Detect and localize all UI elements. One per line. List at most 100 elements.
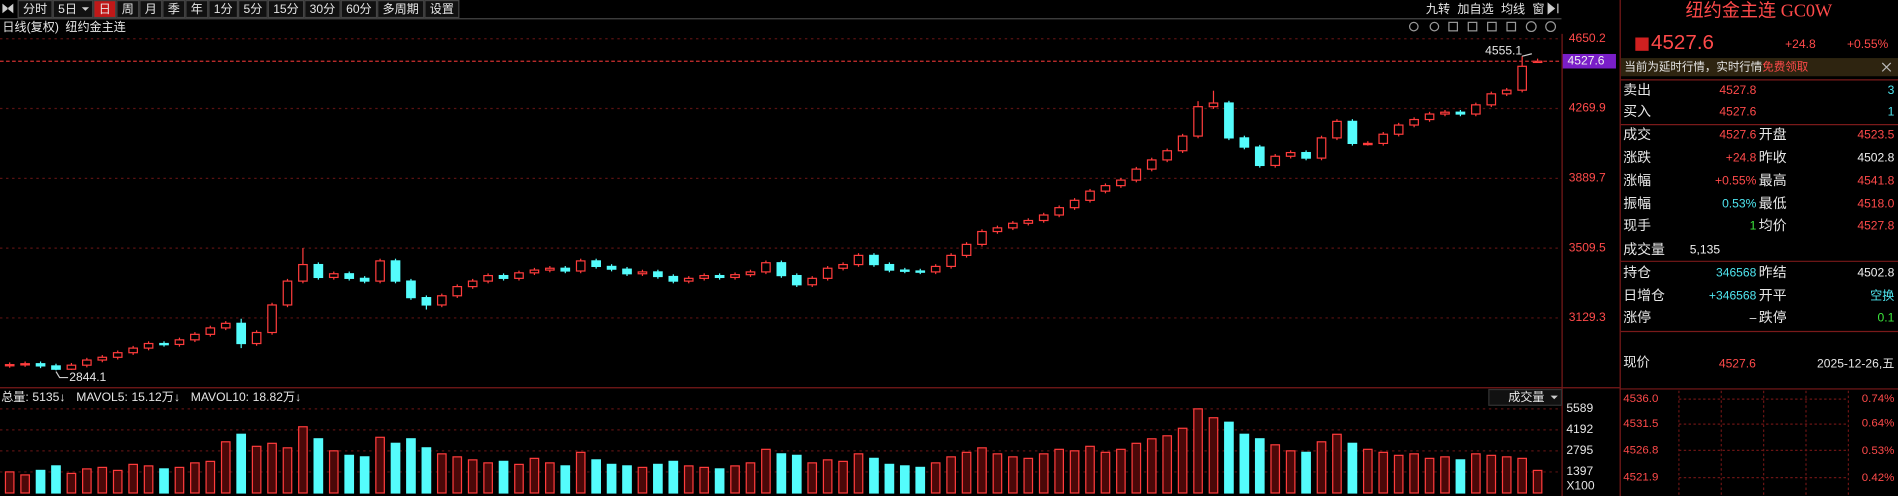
period-button[interactable]: [116, 0, 140, 19]
row-value: +0.55%: [1715, 174, 1757, 188]
tool-icon[interactable]: [1506, 21, 1517, 32]
candle-body: [791, 274, 802, 286]
tool-label[interactable]: 加自选: [1457, 2, 1493, 16]
tool-icon[interactable]: [1545, 21, 1557, 33]
period-button[interactable]: [267, 0, 305, 19]
candle-body: [514, 272, 524, 279]
candle-body: [838, 263, 848, 269]
y-tick-label: 4192: [1566, 422, 1593, 436]
candle-body: [591, 260, 601, 268]
period-button[interactable]: [162, 0, 186, 19]
volume-bar: [236, 433, 247, 494]
candle-body: [992, 227, 1003, 233]
volume-bar: [869, 457, 879, 494]
period-label[interactable]: 周: [122, 2, 134, 16]
volume-bar: [884, 463, 895, 494]
volume-bar: [190, 462, 200, 494]
period-label[interactable]: 5日: [58, 2, 77, 16]
nav-icon[interactable]: [1547, 2, 1559, 15]
row-label: 涨幅: [1623, 172, 1651, 188]
footer-date: 2025-12-26,五: [1817, 356, 1894, 370]
indicator-label[interactable]: 成交量: [1508, 389, 1544, 404]
period-label[interactable]: 60分: [346, 2, 372, 16]
candle-body: [1193, 106, 1203, 137]
tool-icon[interactable]: [1487, 21, 1497, 32]
period-button[interactable]: [17, 0, 53, 19]
candle-body: [714, 274, 725, 279]
volume-bar: [745, 462, 756, 494]
candle-body: [1254, 146, 1265, 167]
volume-bar: [1393, 454, 1404, 494]
y-tick-label: 4526.8: [1623, 444, 1658, 456]
period-label[interactable]: 年: [191, 2, 203, 16]
close-icon[interactable]: [1881, 62, 1892, 72]
period-button[interactable]: [424, 0, 460, 19]
period-label[interactable]: 多周期: [383, 2, 419, 16]
candle-body: [344, 273, 355, 279]
row-value: 1: [1750, 218, 1757, 232]
period-button[interactable]: [185, 0, 209, 19]
tool-label[interactable]: 九转: [1426, 1, 1450, 16]
row-label: 卖出: [1623, 81, 1651, 97]
tool-icon[interactable]: [1448, 21, 1458, 32]
candle-body: [1085, 190, 1095, 201]
row-value: 0.53%: [1722, 197, 1757, 211]
volume-bar: [1008, 456, 1018, 494]
candle-body: [1239, 137, 1250, 148]
tool-icon[interactable]: [1467, 21, 1478, 32]
tool-label[interactable]: 窗: [1532, 2, 1544, 16]
y-tick-label: 3509.5: [1569, 240, 1606, 254]
period-label[interactable]: 分时: [23, 2, 47, 16]
volume-legend: MAVOL5: 15.12万↓: [76, 390, 180, 404]
y2-tick-label: 0.42%: [1862, 472, 1895, 484]
y-tick-label: 4650.2: [1569, 31, 1606, 45]
period-button[interactable]: [304, 0, 341, 19]
candle-body: [1177, 135, 1188, 152]
volume-bar: [529, 457, 540, 494]
volume-bar: [174, 466, 185, 494]
period-label[interactable]: 季: [168, 2, 180, 16]
tool-label[interactable]: 均线: [1501, 2, 1525, 16]
period-button[interactable]: [340, 0, 378, 19]
candle-body: [282, 280, 293, 306]
volume-bar: [1054, 448, 1064, 494]
volume-bar: [1486, 454, 1497, 494]
tool-icon[interactable]: [1429, 21, 1440, 32]
candle-body: [761, 262, 771, 273]
period-label[interactable]: 5分: [243, 2, 262, 16]
volume-bar: [714, 468, 725, 494]
nav-icon[interactable]: [2, 3, 14, 14]
candle-body: [1208, 102, 1219, 108]
period-label[interactable]: 15分: [273, 2, 299, 16]
period-button[interactable]: [238, 0, 268, 19]
row-label: 现手: [1623, 217, 1651, 233]
candle-body: [1316, 137, 1327, 159]
period-button[interactable]: [377, 0, 425, 19]
indicator-selector[interactable]: [1488, 388, 1563, 406]
period-button[interactable]: [52, 0, 94, 19]
volume-bar: [313, 438, 324, 494]
volume-bar: [807, 462, 818, 494]
last-price-label: 4527.6: [1568, 53, 1605, 67]
period-button[interactable]: [93, 0, 117, 19]
period-button[interactable]: [139, 0, 163, 19]
period-label[interactable]: 30分: [310, 2, 336, 16]
tool-icon[interactable]: [1408, 21, 1419, 32]
notice-bar: [1620, 58, 1898, 77]
row-value: 3: [1888, 83, 1895, 97]
candle-body: [575, 260, 586, 272]
period-button[interactable]: [208, 0, 239, 19]
period-label[interactable]: 设置: [430, 2, 454, 16]
candle-body: [1069, 199, 1080, 209]
period-label[interactable]: 月: [145, 2, 157, 16]
volume-bar: [483, 462, 493, 494]
volume-bar: [359, 456, 370, 494]
period-label[interactable]: 1分: [214, 2, 233, 16]
candle-body: [915, 270, 926, 273]
candle-body: [359, 277, 370, 282]
tool-icon[interactable]: [1525, 21, 1537, 33]
volume-bar: [1254, 438, 1265, 494]
period-label[interactable]: 日: [99, 2, 111, 16]
notice-link[interactable]: 免费领取: [1762, 60, 1808, 74]
